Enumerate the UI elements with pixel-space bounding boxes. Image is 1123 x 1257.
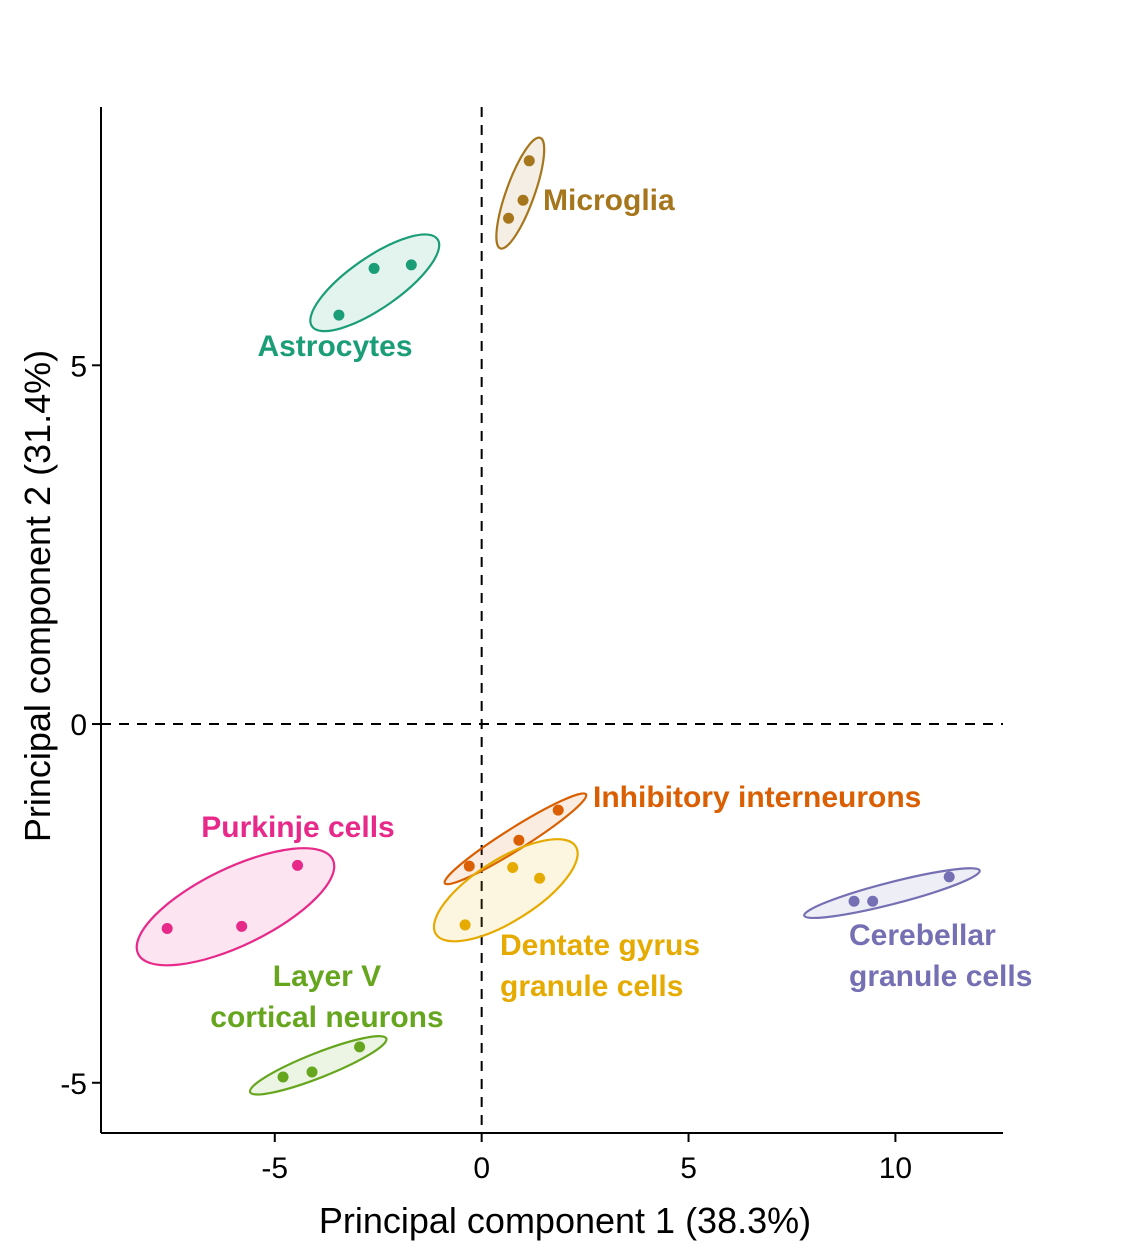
point-dentate-gyrus-granule-cells (534, 872, 546, 884)
axes: -5 0 5 10 -5 0 5 (60, 107, 1003, 1185)
point-astrocytes (333, 309, 345, 321)
point-inhibitory-interneurons (463, 860, 475, 872)
point-dentate-gyrus-granule-cells (507, 862, 519, 874)
label-microglia: Microglia (543, 184, 675, 217)
y-tick-label: 5 (70, 350, 87, 383)
point-microglia (503, 212, 515, 224)
y-axis-title: Principal component 2 (31.4%) (17, 350, 58, 842)
ellipse-layer-v-cortical-neurons (248, 1035, 388, 1096)
data-points (161, 155, 955, 1083)
label-astrocytes: Astrocytes (257, 330, 412, 363)
label-dentate-gyrus-granule-cells: Dentate gyrus granule cells (500, 929, 700, 1003)
x-axis-title: Principal component 1 (38.3%) (319, 1200, 811, 1241)
x-tick-label: 0 (473, 1152, 490, 1185)
x-tick-label: 10 (879, 1152, 912, 1185)
point-cerebellar-granule-cells (867, 895, 879, 907)
point-inhibitory-interneurons (552, 804, 564, 816)
label-purkinje-cells: Purkinje cells (201, 811, 394, 844)
point-cerebellar-granule-cells (848, 895, 860, 907)
ellipse-purkinje-cells (135, 847, 336, 967)
label-inhibitory-interneurons: Inhibitory interneurons (593, 781, 921, 814)
point-astrocytes (405, 259, 417, 271)
reference-lines (101, 107, 1003, 1133)
point-purkinje-cells (236, 920, 248, 932)
label-cerebellar-granule-cells: Cerebellar granule cells (849, 919, 1032, 993)
point-inhibitory-interneurons (513, 834, 525, 846)
point-layer-v-cortical-neurons (354, 1041, 366, 1053)
point-microglia (523, 155, 535, 167)
point-cerebellar-granule-cells (943, 871, 955, 883)
point-layer-v-cortical-neurons (277, 1071, 289, 1083)
point-microglia (517, 194, 529, 206)
ellipse-dentate-gyrus-granule-cells (432, 838, 579, 943)
y-tick-label: -5 (60, 1068, 87, 1101)
x-tick-label: 5 (680, 1152, 697, 1185)
ellipse-cerebellar-granule-cells (803, 867, 981, 920)
y-tick-label: 0 (70, 709, 87, 742)
group-labels: Microglia Astrocytes Inhibitory interneuro… (201, 184, 1032, 1034)
point-layer-v-cortical-neurons (306, 1066, 318, 1078)
ellipse-astrocytes (309, 233, 441, 333)
point-purkinje-cells (292, 859, 304, 871)
point-dentate-gyrus-granule-cells (459, 919, 471, 931)
point-purkinje-cells (161, 923, 173, 935)
x-tick-label: -5 (261, 1152, 288, 1185)
point-astrocytes (368, 262, 380, 274)
